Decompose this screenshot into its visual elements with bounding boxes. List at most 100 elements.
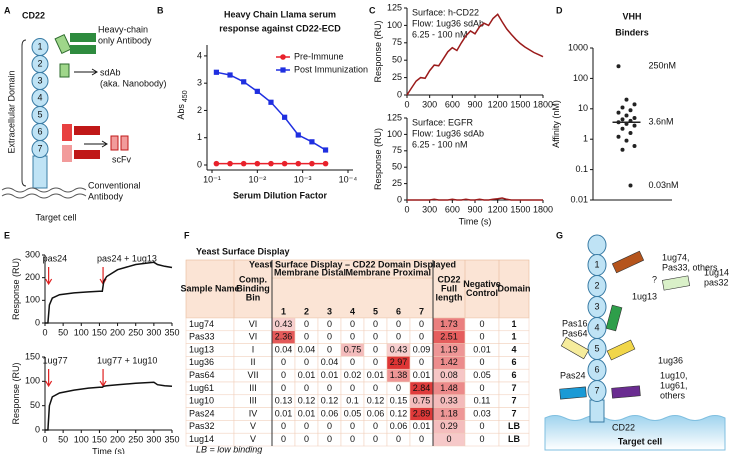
binder-label: 1ug14	[704, 267, 729, 277]
chart-title: response against CD22-ECD	[219, 23, 341, 33]
y-label-text: Affinity (nM)	[551, 100, 561, 148]
table-cell	[498, 432, 530, 447]
antibody	[559, 386, 587, 400]
column-header: Binding	[236, 283, 270, 293]
cell-text: 0	[327, 383, 332, 393]
fab	[62, 124, 72, 141]
event-label: 1ug77	[43, 355, 68, 365]
cell-text: Pas64	[189, 370, 215, 380]
point	[632, 102, 637, 107]
binder-label: pas32	[704, 277, 729, 287]
group-sub: →	[348, 267, 357, 277]
y-label-text: Abs	[176, 104, 186, 120]
panel-label: C	[369, 5, 376, 15]
cell-text: 1.38	[390, 370, 408, 380]
stem	[589, 399, 605, 423]
column-header: Bin	[246, 292, 261, 302]
cell-text: 0.12	[390, 408, 408, 418]
cell-text: 0	[281, 421, 286, 431]
cell-text: 0.01	[413, 370, 431, 380]
scfv-icon	[120, 135, 129, 151]
y-tick-label: 10	[578, 103, 588, 113]
point	[620, 117, 625, 122]
x-tick-label: 100	[74, 434, 89, 444]
marker	[254, 88, 260, 94]
cell-text: 0.09	[413, 344, 431, 354]
cell-text: 0.12	[321, 396, 339, 406]
y-tick-label: 3	[197, 78, 202, 88]
y-tick-label: 25	[392, 72, 402, 82]
y-tick-label: 75	[392, 37, 402, 47]
event-arrow	[45, 369, 53, 388]
antibody	[606, 339, 636, 361]
domain-label: 2	[594, 280, 599, 290]
cell-text: 6	[511, 357, 516, 367]
cell-text: 0.13	[275, 396, 293, 406]
annotation: 6.25 - 100 nM	[412, 139, 468, 149]
cell-text: 0.04	[275, 344, 293, 354]
annotation: 250nM	[649, 61, 677, 71]
cell-text: 7	[511, 408, 516, 418]
x-tick-label: 200	[110, 434, 125, 444]
column-header: Comp.	[239, 274, 267, 284]
marker	[213, 160, 220, 167]
binder-label: others	[660, 390, 686, 400]
y-axis-label: Response (RU)	[373, 128, 383, 190]
label: (aka. Nanobody)	[100, 78, 167, 88]
cell-text: 1	[511, 332, 516, 342]
cell-text: 1.42	[440, 357, 458, 367]
table-header	[185, 259, 530, 319]
legend-label: Pre-Immune	[294, 51, 344, 61]
side-label: Extracellular Domain	[6, 70, 16, 153]
binder-label: Pas33, others	[662, 262, 718, 272]
y-tick-label: 100	[25, 295, 40, 305]
cell-text: LB	[508, 421, 520, 431]
x-tick-label: 200	[110, 327, 125, 337]
x-axis-label: Serum Dilution Factor	[233, 190, 328, 200]
table-title: Yeast Surface Display	[196, 246, 290, 256]
x-tick-label: 50	[58, 327, 68, 337]
cell-text: 1ug13	[189, 344, 214, 354]
cell-text: III	[249, 396, 257, 406]
cell-text: 0.01	[473, 344, 491, 354]
cell-text: 7	[511, 383, 516, 393]
chart-title: VHH	[622, 11, 641, 21]
cell-text: 0	[327, 421, 332, 431]
cell-text: 0	[350, 421, 355, 431]
point	[628, 183, 633, 188]
cell-text: 0	[479, 383, 484, 393]
column-header: Control	[466, 288, 498, 298]
column-header: 2	[304, 306, 309, 316]
cell-text: 0	[304, 421, 309, 431]
cell-text: 0.06	[367, 408, 385, 418]
x-tick-label: 0	[42, 327, 47, 337]
y-axis-label: Response (RU)	[11, 362, 21, 424]
cell-text: 1	[511, 319, 516, 329]
event-label: pas24 + 1ug13	[97, 253, 157, 263]
x-tick-label: 0	[404, 99, 409, 109]
x-tick-label: 300	[422, 204, 437, 214]
domain-label: 4	[37, 92, 42, 102]
point	[616, 134, 621, 139]
marker	[240, 160, 247, 167]
vhh	[54, 33, 72, 55]
x-tick-label: 100	[74, 327, 89, 337]
y-tick-label: 0	[35, 317, 40, 327]
marker	[254, 160, 261, 167]
series-line	[45, 381, 173, 431]
sdab	[59, 63, 70, 78]
marker	[241, 79, 247, 85]
membrane	[544, 415, 726, 451]
domain-label: 5	[594, 343, 599, 353]
y-axis-label: Response (RU)	[11, 258, 21, 320]
panel-label: G	[556, 230, 563, 240]
cell-text: 0	[479, 421, 484, 431]
x-tick-label: 300	[422, 99, 437, 109]
annotation: 3.6nM	[649, 117, 674, 127]
antibody	[605, 304, 623, 332]
binder-label: 1ug10,	[660, 370, 688, 380]
cell-text: 0	[327, 434, 332, 444]
point	[620, 105, 625, 110]
series-line	[45, 261, 173, 324]
domain	[587, 380, 607, 402]
